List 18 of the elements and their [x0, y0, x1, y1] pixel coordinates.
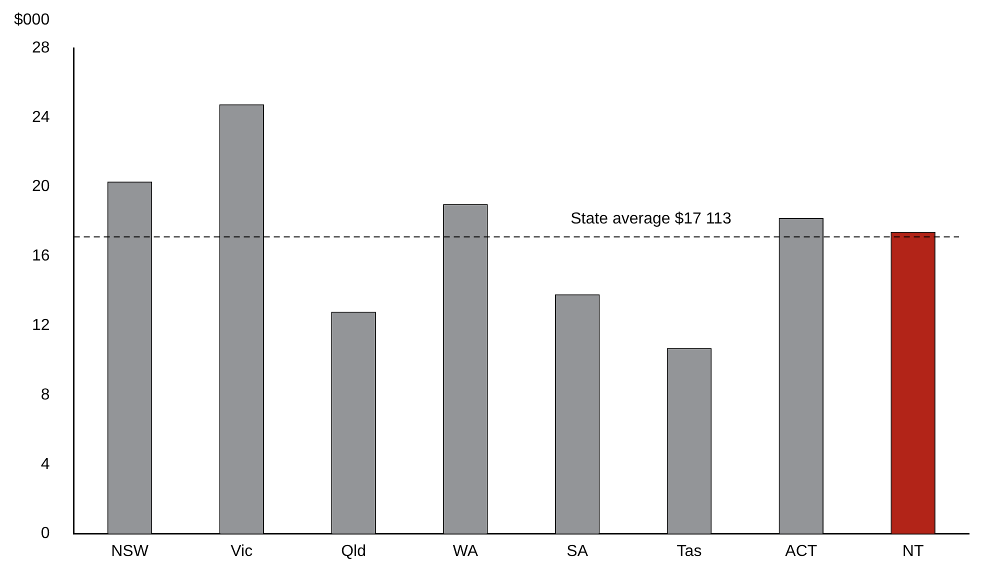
y-tick-label: 8	[40, 386, 50, 404]
y-axis-title: $000	[14, 11, 50, 28]
y-tick-label: 24	[32, 108, 50, 126]
x-tick-label: Tas	[676, 542, 702, 560]
y-tick-label: 4	[40, 456, 50, 473]
x-tick-label: Qld	[341, 542, 366, 560]
y-tick-label: 28	[32, 39, 50, 56]
y-tick-label: 20	[32, 178, 50, 196]
x-tick-label: SA	[566, 542, 588, 560]
ref-line-label: State average $17 113	[570, 210, 732, 228]
x-tick-label: ACT	[785, 542, 818, 560]
y-tick-label: 0	[40, 525, 50, 542]
x-tick-label: WA	[452, 542, 478, 560]
x-tick-label: Vic	[230, 542, 253, 560]
x-tick-label: NT	[902, 542, 924, 560]
y-tick-label: 16	[32, 248, 50, 265]
x-tick-label: NSW	[111, 542, 150, 560]
y-tick-label: 12	[32, 317, 50, 334]
